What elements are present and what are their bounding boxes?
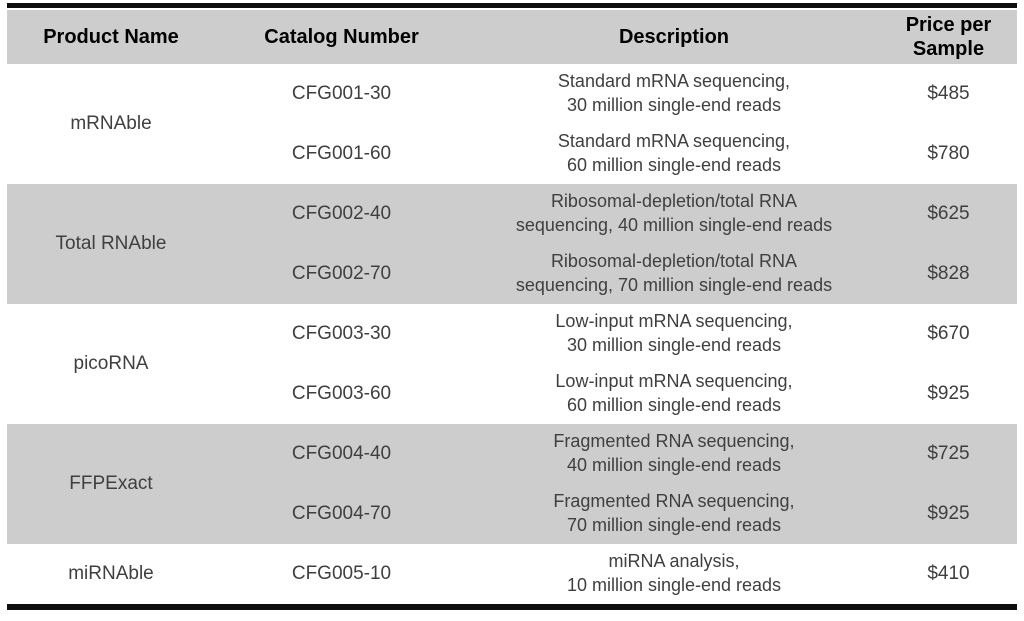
table-header-row: Product Name Catalog Number Description … xyxy=(7,10,1017,64)
catalog-number-cell: CFG002-40 xyxy=(291,203,392,224)
description-line-1: Low-input mRNA sequencing, xyxy=(555,311,793,332)
description-line-2: 30 million single-end reads xyxy=(566,95,782,115)
product-name-cell: picoRNA xyxy=(73,353,149,374)
product-name-cell: mRNAble xyxy=(70,113,152,134)
description-line-1: Fragmented RNA sequencing, xyxy=(553,491,795,512)
product-group-row: picoRNA CFG003-30 Low-input mRNA sequencin… xyxy=(7,304,1017,424)
description-line-2: 60 million single-end reads xyxy=(566,395,782,415)
description-line-1: Standard mRNA sequencing, xyxy=(557,71,791,92)
description-cell: Low-input mRNA sequencing, 60 million sin… xyxy=(468,364,880,424)
catalog-number-cell: CFG005-10 xyxy=(291,563,392,584)
product-group-row: mRNAble CFG001-30 Standard mRNA sequencing… xyxy=(7,64,1017,184)
price-cell: $925 xyxy=(927,503,970,524)
description-cell: Standard mRNA sequencing, 30 million sing… xyxy=(468,64,880,124)
description-line-2: sequencing, 40 million single-end reads xyxy=(515,215,833,235)
catalog-number-cell: CFG001-60 xyxy=(291,143,392,164)
product-name-cell: miRNAble xyxy=(68,563,154,584)
description-line-1: Ribosomal-depletion/total RNA xyxy=(550,191,798,212)
description-line-2: 30 million single-end reads xyxy=(566,335,782,355)
catalog-number-cell: CFG004-70 xyxy=(291,503,392,524)
description-cell: Standard mRNA sequencing, 60 million sing… xyxy=(468,124,880,184)
product-group-row: Total RNAble CFG002-40 Ribosomal-depletion… xyxy=(7,184,1017,304)
catalog-number-cell: CFG003-30 xyxy=(291,323,392,344)
price-cell: $725 xyxy=(927,443,970,464)
description-cell: miRNA analysis, 10 million single-end rea… xyxy=(468,544,880,604)
catalog-number-cell: CFG001-30 xyxy=(291,83,392,104)
description-line-2: 60 million single-end reads xyxy=(566,155,782,175)
header-description: Description xyxy=(618,26,730,48)
price-cell: $780 xyxy=(927,143,970,164)
catalog-number-cell: CFG002-70 xyxy=(291,263,392,284)
table-body: mRNAble CFG001-30 Standard mRNA sequencing… xyxy=(7,64,1017,604)
header-product-name: Product Name xyxy=(43,26,179,48)
price-cell: $625 xyxy=(927,203,970,224)
description-line-1: Fragmented RNA sequencing, xyxy=(553,431,795,452)
catalog-number-cell: CFG003-60 xyxy=(291,383,392,404)
product-group-row: miRNAble CFG005-10 miRNA analysis, 10 milli… xyxy=(7,544,1017,604)
header-catalog-number: Catalog Number xyxy=(264,26,419,48)
price-cell: $485 xyxy=(927,83,970,104)
product-name-cell: FFPExact xyxy=(69,473,153,494)
table-bottom-rule xyxy=(7,604,1017,610)
price-cell: $410 xyxy=(927,563,970,584)
price-cell: $670 xyxy=(927,323,970,344)
price-cell: $925 xyxy=(927,383,970,404)
description-cell: Low-input mRNA sequencing, 30 million sin… xyxy=(468,304,880,364)
description-line-1: Ribosomal-depletion/total RNA xyxy=(550,251,798,272)
description-line-1: Low-input mRNA sequencing, xyxy=(555,371,793,392)
table-top-rule xyxy=(7,3,1017,8)
header-price-per-sample: Price per Sample xyxy=(905,14,992,60)
description-line-1: Standard mRNA sequencing, xyxy=(557,131,791,152)
description-line-2: 70 million single-end reads xyxy=(566,515,782,535)
catalog-number-cell: CFG004-40 xyxy=(291,443,392,464)
description-cell: Ribosomal-depletion/total RNA sequencing,… xyxy=(468,244,880,304)
description-line-2: sequencing, 70 million single-end reads xyxy=(515,275,833,295)
description-cell: Fragmented RNA sequencing, 70 million sin… xyxy=(468,484,880,544)
description-line-1: miRNA analysis, xyxy=(608,551,740,572)
product-name-cell: Total RNAble xyxy=(55,233,167,254)
price-cell: $828 xyxy=(927,263,970,284)
product-group-row: FFPExact CFG004-40 Fragmented RNA sequenci… xyxy=(7,424,1017,544)
description-cell: Fragmented RNA sequencing, 40 million sin… xyxy=(468,424,880,484)
description-line-2: 10 million single-end reads xyxy=(566,575,782,595)
description-line-2: 40 million single-end reads xyxy=(566,455,782,475)
description-cell: Ribosomal-depletion/total RNA sequencing,… xyxy=(468,184,880,244)
